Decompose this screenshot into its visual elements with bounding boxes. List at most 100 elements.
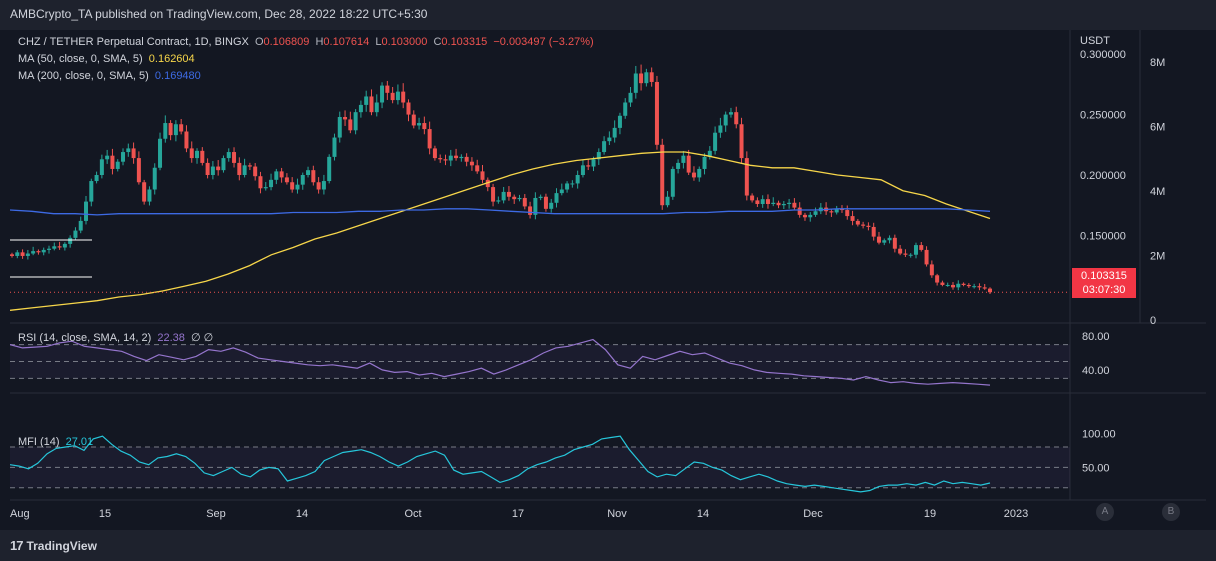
candle-body xyxy=(258,176,263,189)
candle-body xyxy=(892,237,897,249)
candle-body xyxy=(374,102,379,113)
candle-body xyxy=(36,251,41,253)
mfi-legend[interactable]: MFI (14) 27.01 xyxy=(18,436,96,448)
tradingview-logo-icon: 17 xyxy=(10,538,24,553)
candle-body xyxy=(353,112,358,131)
candle-body xyxy=(765,199,770,204)
time-tick-label: 19 xyxy=(924,508,936,520)
candle-body xyxy=(607,137,612,142)
candle-body xyxy=(697,168,702,178)
time-tick-label: Dec xyxy=(803,508,823,520)
open-value: 0.106809 xyxy=(263,36,310,48)
candle-body xyxy=(158,138,163,168)
candle-body xyxy=(977,286,982,288)
candle-body xyxy=(406,102,411,115)
rsi-legend-extra: ∅ ∅ xyxy=(190,332,214,344)
candle-body xyxy=(538,196,543,198)
candle-body xyxy=(781,204,786,206)
candle-body xyxy=(676,162,681,169)
candle-body xyxy=(802,214,807,218)
rsi-legend[interactable]: RSI (14, close, SMA, 14, 2) 22.38 ∅ ∅ xyxy=(18,331,216,344)
candle-body xyxy=(475,165,480,172)
candle-body xyxy=(623,102,628,116)
candle-body xyxy=(94,175,99,182)
candle-body xyxy=(115,161,120,169)
candle-body xyxy=(702,156,707,169)
candle-body xyxy=(506,191,511,197)
symbol-label[interactable]: CHZ / TETHER Perpetual Contract, 1D, BIN… xyxy=(18,36,249,48)
candle-body xyxy=(908,254,913,256)
auto-scale-button[interactable]: A xyxy=(1096,503,1114,521)
last-price-badge: 0.103315 03:07:30 xyxy=(1072,268,1136,298)
candle-body xyxy=(628,92,633,103)
candle-body xyxy=(559,189,564,194)
candle-body xyxy=(68,237,73,244)
ma50-legend-label: MA (50, close, 0, SMA, 5) xyxy=(18,53,143,65)
candle-body xyxy=(443,159,448,161)
candle-body xyxy=(522,197,527,207)
candle-body xyxy=(216,166,221,171)
candle-body xyxy=(237,162,242,175)
candle-body xyxy=(226,152,231,159)
candle-body xyxy=(78,220,83,231)
chart-canvas[interactable]: 8M 6M 4M 2M 0 USDT 0.300000 0.250000 0.200000 0… xyxy=(10,30,1206,530)
candle-body xyxy=(459,156,464,159)
candle-body xyxy=(940,282,945,285)
candle-body xyxy=(105,155,110,160)
candle-body xyxy=(47,248,52,250)
price-axis: USDT 0.300000 0.250000 0.200000 0.150000 xyxy=(1080,35,1126,242)
candle-body xyxy=(427,129,432,149)
ma50-legend-value: 0.162604 xyxy=(148,53,195,65)
candle-body xyxy=(210,166,215,175)
candle-body xyxy=(755,200,760,204)
publish-info: AMBCrypto_TA published on TradingView.co… xyxy=(10,7,428,21)
volume-axis: 8M 6M 4M 2M 0 xyxy=(1150,57,1165,327)
candle-body xyxy=(10,254,14,256)
time-tick-label: 2023 xyxy=(1004,508,1028,520)
high-value: 0.107614 xyxy=(323,36,370,48)
main-legend-row: CHZ / TETHER Perpetual Contract, 1D, BIN… xyxy=(18,36,597,48)
time-tick-label: Aug xyxy=(10,508,30,520)
tradingview-logo[interactable]: 17 TradingView xyxy=(10,538,97,553)
candle-body xyxy=(31,251,36,254)
candle-body xyxy=(591,159,596,167)
candle-body xyxy=(263,187,268,189)
candle-body xyxy=(871,226,876,237)
ma50-line xyxy=(10,151,991,311)
candle-body xyxy=(966,284,971,287)
candle-body xyxy=(89,181,94,202)
candle-body xyxy=(15,252,20,256)
candle-body xyxy=(776,202,781,206)
candle-body xyxy=(274,171,279,180)
candle-body xyxy=(469,161,474,166)
time-tick-label: Nov xyxy=(607,508,627,520)
candle-body xyxy=(20,252,25,256)
candle-body xyxy=(348,119,353,131)
volume-tick-label: 8M xyxy=(1150,57,1165,69)
candle-body xyxy=(924,249,929,265)
candle-body xyxy=(670,168,675,197)
candle-body xyxy=(136,158,141,183)
scale-b-button[interactable]: B xyxy=(1162,503,1180,521)
candle-body xyxy=(422,123,427,130)
footer: 17 TradingView xyxy=(0,530,1216,561)
candle-body xyxy=(332,137,337,157)
candle-body xyxy=(691,172,696,178)
low-label: L xyxy=(375,36,382,48)
ma200-legend[interactable]: MA (200, close, 0, SMA, 5) 0.169480 xyxy=(18,70,204,82)
time-tick-label: Oct xyxy=(404,508,421,520)
candle-body xyxy=(189,148,194,159)
rsi-tick-label: 40.00 xyxy=(1082,365,1110,377)
rsi-line xyxy=(10,338,991,386)
candle-body xyxy=(121,152,126,162)
candle-body xyxy=(369,96,374,113)
ma50-legend[interactable]: MA (50, close, 0, SMA, 5) 0.162604 xyxy=(18,53,198,65)
candle-body xyxy=(485,179,490,188)
candle-body xyxy=(728,112,733,115)
mfi-tick-label: 100.00 xyxy=(1082,428,1116,440)
candle-body xyxy=(41,249,46,253)
candle-body xyxy=(771,202,776,204)
candle-body xyxy=(316,182,321,190)
candle-body xyxy=(861,224,866,226)
candle-body xyxy=(327,156,332,182)
